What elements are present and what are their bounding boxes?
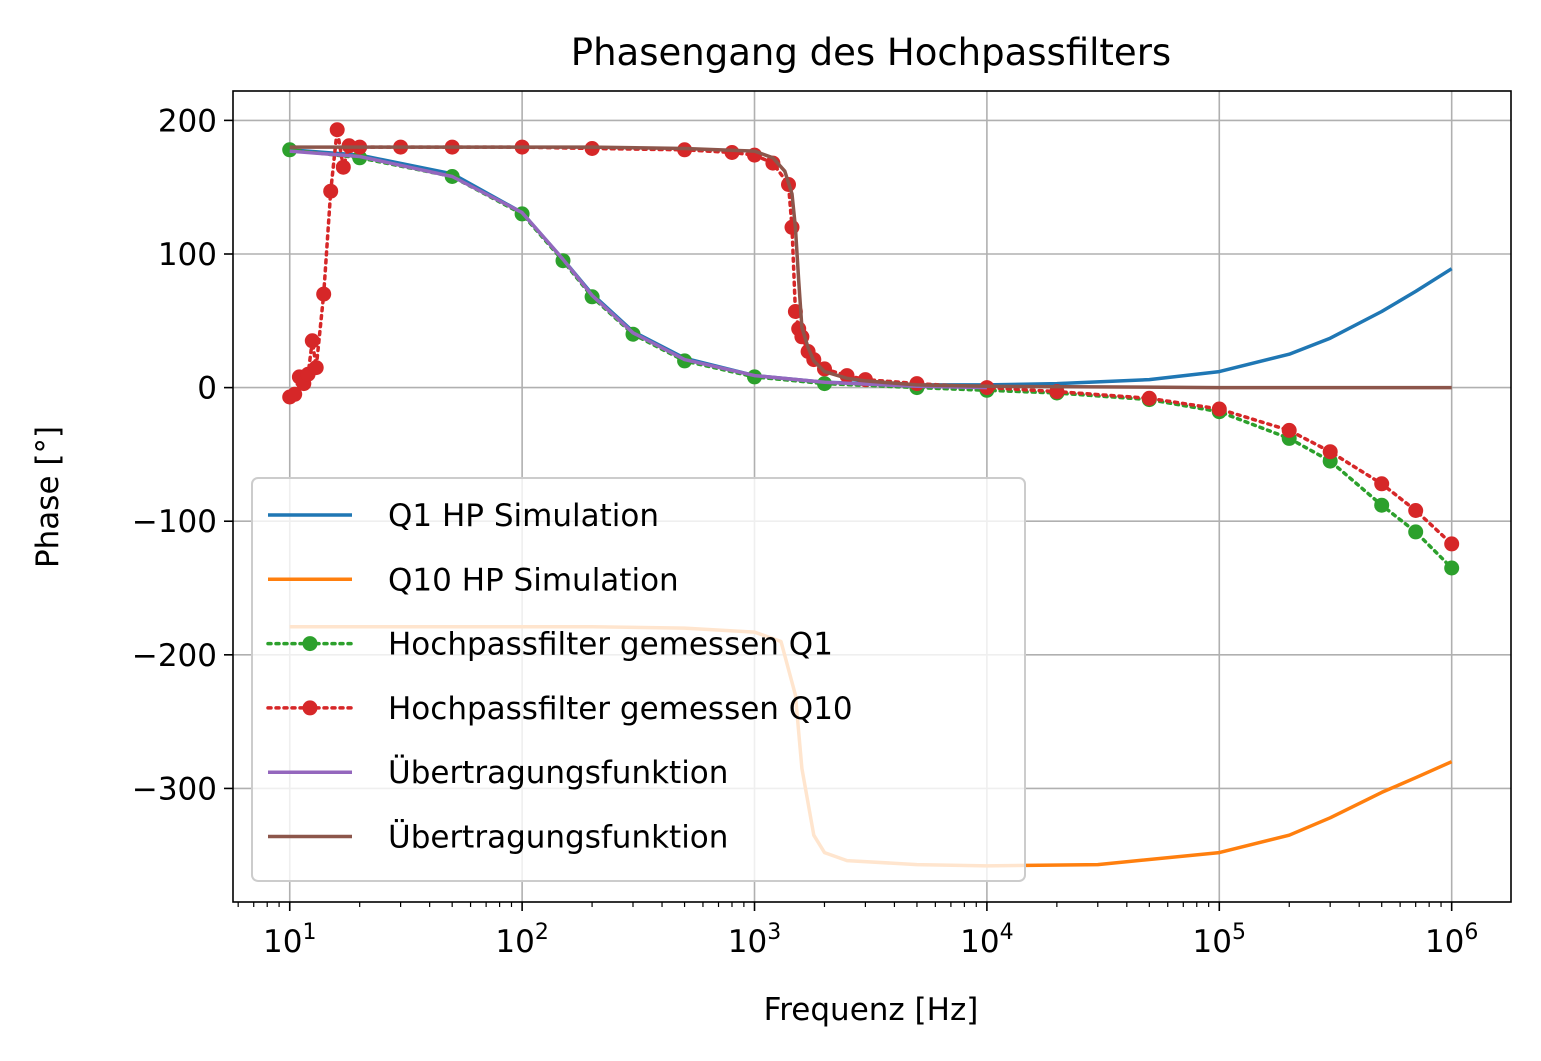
data-point [1444, 536, 1460, 552]
series-line [289, 149, 987, 390]
series-4 [282, 122, 1460, 552]
series-line [289, 145, 1452, 390]
legend-label: Q10 HP Simulation [388, 562, 679, 598]
data-point [287, 386, 303, 402]
legend-label: Hochpassfilter gemessen Q10 [388, 691, 853, 727]
data-point [1408, 503, 1424, 518]
legend-label: Q1 HP Simulation [388, 498, 659, 534]
x-axis-label: Frequenz [Hz] [764, 992, 979, 1028]
x-tick-label: 104 [960, 920, 1013, 960]
data-point [323, 183, 339, 199]
data-point [1211, 401, 1227, 417]
series-6 [289, 145, 1452, 390]
data-point [1322, 444, 1338, 460]
y-tick-label: −100 [132, 504, 217, 540]
y-tick-label: 0 [197, 371, 217, 407]
x-tick-label: 101 [263, 920, 316, 960]
x-tick-label: 103 [728, 920, 781, 960]
legend-label: Übertragungsfunktion [388, 754, 728, 791]
data-point [316, 286, 332, 302]
y-tick-label: 200 [158, 103, 217, 139]
data-point [1374, 476, 1390, 492]
chart-title: Phasengang des Hochpassfilters [571, 31, 1171, 74]
legend-swatch-marker [302, 700, 318, 716]
legend-label: Hochpassfilter gemessen Q1 [388, 627, 833, 663]
y-axis-label: Phase [°] [30, 426, 66, 568]
legend-label: Übertragungsfunktion [388, 819, 728, 856]
data-point [1444, 560, 1460, 576]
legend-box [251, 477, 1026, 882]
data-point [1374, 497, 1390, 513]
data-point [304, 333, 320, 349]
data-point [1408, 524, 1424, 540]
data-point [1281, 422, 1297, 438]
data-point [335, 159, 351, 175]
data-point [1141, 390, 1157, 406]
data-point [308, 360, 324, 376]
data-point [765, 155, 781, 171]
axis-ticks: 101 102 103 104 105 106 200 100 0 −100 −200 −300 [132, 103, 1479, 960]
y-tick-label: 100 [158, 237, 217, 273]
series-5 [289, 149, 987, 390]
data-point [329, 122, 345, 138]
y-tick-label: −200 [132, 638, 217, 674]
data-point [724, 145, 740, 160]
legend-swatch-marker [302, 636, 318, 652]
y-tick-label: −300 [132, 771, 217, 807]
x-tick-label: 105 [1193, 920, 1246, 960]
legend: Q1 HP Simulation Q10 HP Simulation Hochpas… [251, 477, 1026, 882]
plot-frame [232, 90, 1512, 903]
x-tick-label: 106 [1425, 920, 1478, 960]
x-tick-label: 102 [495, 920, 548, 960]
